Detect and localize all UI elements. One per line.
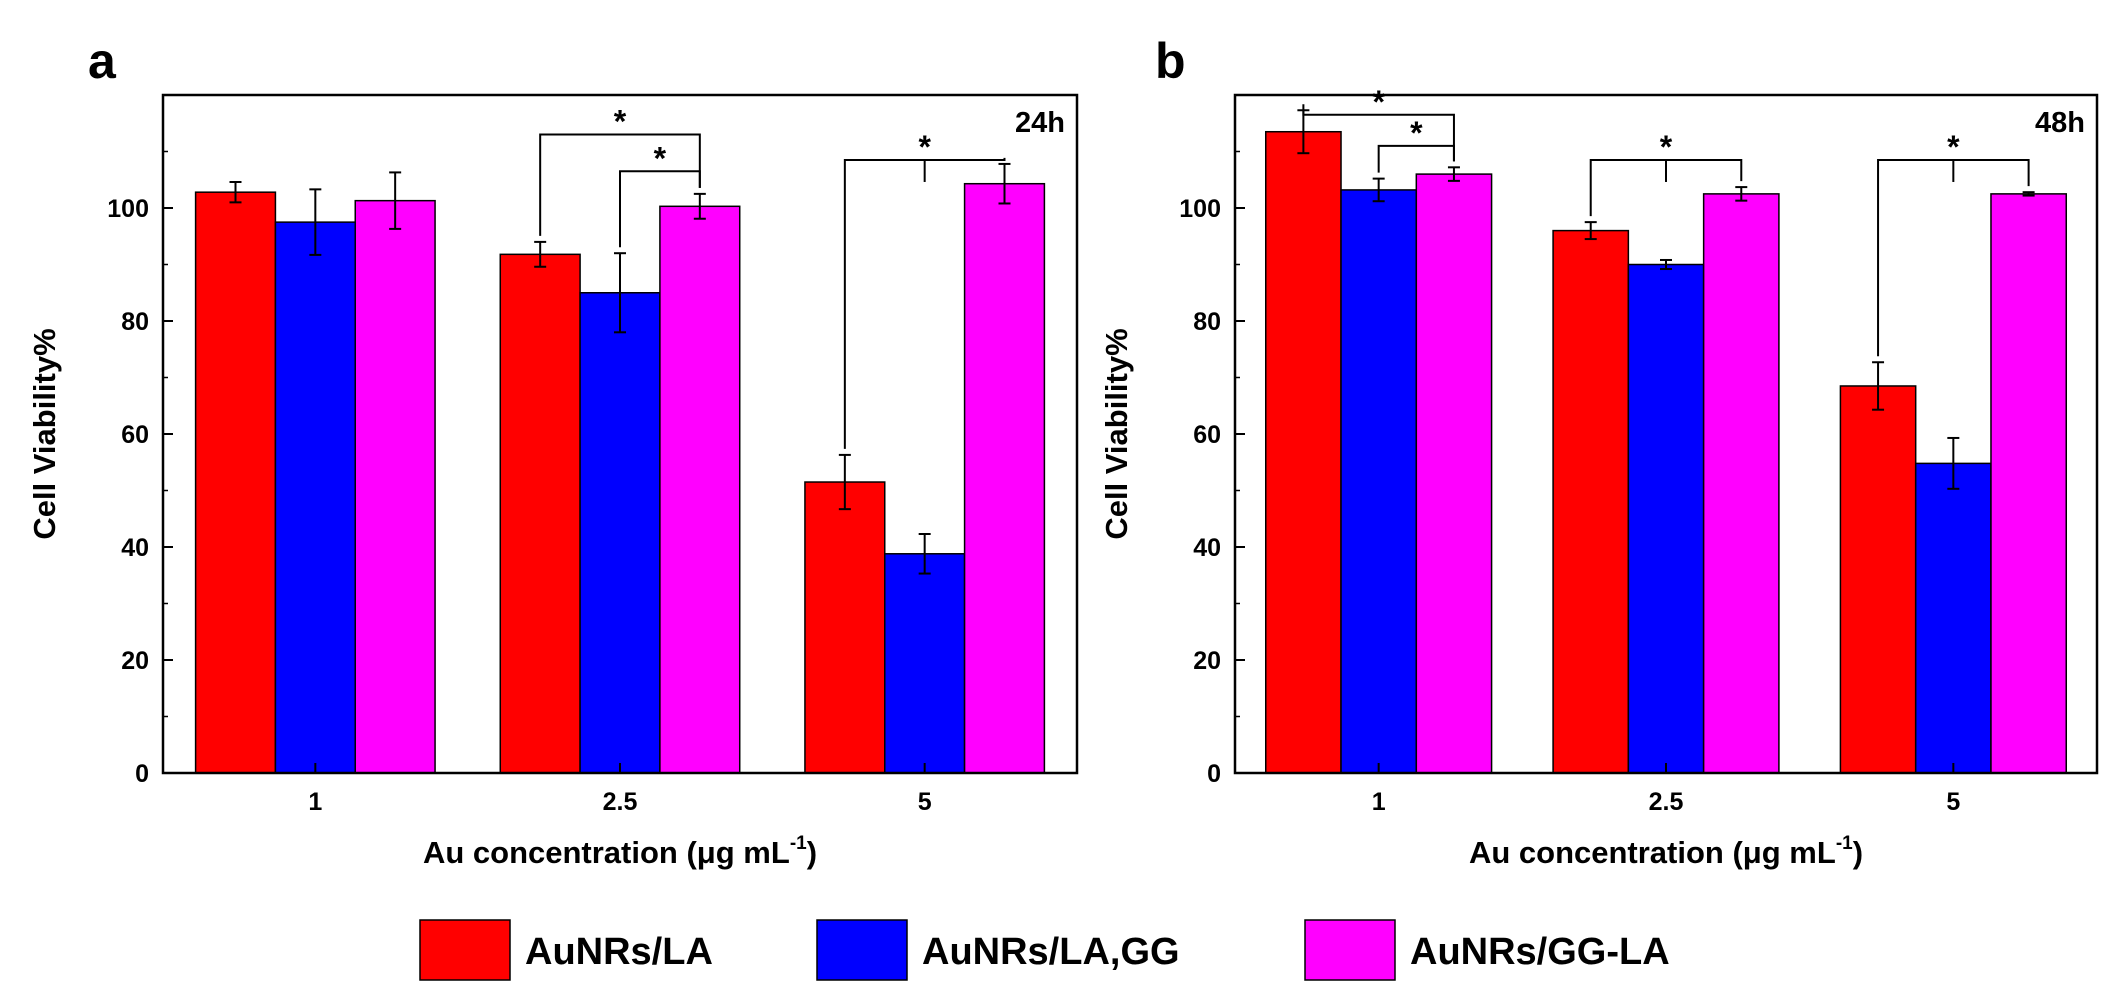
error-bar	[1372, 177, 1385, 203]
significance-star: *	[614, 104, 627, 140]
error-bar	[1735, 186, 1748, 202]
y-tick-label: 100	[1179, 195, 1221, 223]
bar-aunrs-la-5	[804, 481, 886, 774]
bar-aunrs-la-5	[1839, 385, 1917, 774]
legend-item: AuNRs/LA,GG	[816, 919, 1180, 981]
bar-aunrs-la-gg-1	[274, 221, 356, 774]
bar-aunrs-la-gg-5	[1914, 462, 1992, 774]
y-tick-label: 0	[135, 760, 149, 788]
x-axis-title-close: )	[807, 835, 817, 870]
error-bar	[838, 453, 851, 511]
error-bar	[998, 162, 1011, 205]
significance-star: *	[1372, 84, 1385, 120]
y-tick-label: 20	[1193, 647, 1221, 675]
bar-aunrs-la-2.5	[499, 253, 581, 774]
error-bar	[309, 188, 322, 256]
bar-aunrs-gg-la-1	[1415, 173, 1493, 774]
bar-aunrs-la-1	[1264, 130, 1342, 774]
y-tick-label: 60	[121, 421, 149, 449]
error-bar	[1447, 166, 1460, 182]
x-tick-label: 1	[308, 788, 322, 816]
error-bar	[614, 252, 626, 334]
legend-swatch	[816, 919, 908, 981]
error-bar	[1872, 361, 1885, 411]
significance-bracket	[1377, 144, 1455, 173]
y-tick-label: 100	[107, 195, 149, 223]
y-tick-label: 60	[1193, 421, 1221, 449]
error-bar	[1584, 221, 1597, 241]
x-tick-label: 2.5	[1649, 788, 1684, 816]
bar-aunrs-la-1	[194, 191, 277, 774]
panel-letter: a	[88, 33, 117, 89]
y-tick-label: 0	[1207, 760, 1221, 788]
x-axis-title: Au concentration (μg mL-1)	[423, 833, 817, 870]
legend-item: AuNRs/LA	[419, 919, 713, 981]
legend-label: AuNRs/GG-LA	[1410, 931, 1670, 973]
error-bar	[2022, 191, 2035, 197]
x-axis-title: Au concentration (μg mL-1)	[1469, 833, 1863, 870]
significance-bracket-line	[1302, 104, 1455, 162]
bar-aunrs-la-gg-2.5	[579, 292, 661, 774]
error-bar	[693, 192, 706, 220]
error-bar	[1660, 258, 1672, 271]
significance-bracket	[619, 170, 701, 248]
significance-bracket-line	[619, 170, 701, 248]
x-tick-label: 5	[1946, 788, 1960, 816]
x-tick-label: 2.5	[603, 788, 638, 816]
error-bar	[534, 240, 547, 268]
error-bar	[1947, 436, 1960, 490]
legend-swatch	[1304, 919, 1396, 981]
x-axis-title-superscript: -1	[1836, 833, 1853, 854]
time-annotation: 48h	[2035, 107, 2085, 139]
legend: AuNRs/LA AuNRs/LA,GG AuNRs/GG-LA	[419, 919, 1670, 981]
panel-letter: b	[1155, 33, 1186, 89]
bar-aunrs-la-gg-5	[884, 553, 966, 774]
error-bar	[229, 181, 242, 204]
bar-aunrs-gg-la-2.5	[659, 205, 741, 774]
bar-aunrs-gg-la-2.5	[1702, 193, 1780, 774]
bar-aunrs-la-gg-1	[1340, 189, 1418, 774]
x-tick-label: 1	[1372, 788, 1386, 816]
significance-bracket	[843, 157, 1006, 449]
bar-aunrs-gg-la-5	[963, 182, 1046, 774]
bar-aunrs-la-gg-2.5	[1627, 263, 1705, 774]
x-tick-label: 5	[918, 788, 932, 816]
legend-label: AuNRs/LA	[525, 931, 713, 973]
legend-label: AuNRs/LA,GG	[922, 931, 1180, 973]
y-tick-label: 20	[121, 647, 149, 675]
time-annotation: 24h	[1015, 107, 1065, 139]
significance-star: *	[918, 129, 931, 165]
bar-aunrs-gg-la-5	[1990, 193, 2068, 774]
y-axis-title: Cell Viability%	[1099, 328, 1134, 539]
significance-star: *	[1947, 129, 1960, 165]
significance-bracket	[1302, 104, 1455, 162]
error-bar	[389, 171, 402, 230]
significance-star: *	[1410, 115, 1423, 151]
significance-bracket	[1877, 158, 2030, 357]
y-tick-label: 80	[1193, 308, 1221, 336]
legend-item: AuNRs/GG-LA	[1304, 919, 1670, 981]
significance-star: *	[1660, 129, 1673, 165]
y-tick-label: 40	[1193, 534, 1221, 562]
significance-bracket	[1589, 158, 1743, 217]
bar-aunrs-la-2.5	[1552, 229, 1630, 774]
y-tick-label: 40	[121, 534, 149, 562]
x-axis-title-superscript: -1	[790, 833, 807, 854]
x-axis-title-main: Au concentration (μg mL	[1469, 835, 1836, 870]
chart-panel-a: a * * * 0 20 40 60 80 100 1 2.5 5 24h Au concentration…	[27, 33, 1079, 870]
x-axis-title-close: )	[1853, 835, 1863, 870]
y-axis-title: Cell Viability%	[27, 328, 62, 539]
significance-star: *	[654, 140, 667, 176]
x-axis-title-main: Au concentration (μg mL	[423, 835, 790, 870]
significance-bracket	[539, 133, 701, 236]
bar-aunrs-gg-la-1	[354, 199, 436, 774]
significance-bracket-line	[539, 133, 701, 236]
y-tick-label: 80	[121, 308, 149, 336]
chart-panel-b: b * * * * 0 20 40 60 80 100 1 2.5 5 48h Au concentratio…	[1099, 33, 2099, 870]
error-bar	[918, 533, 931, 575]
legend-swatch	[419, 919, 511, 981]
significance-bracket-line	[1377, 144, 1455, 173]
